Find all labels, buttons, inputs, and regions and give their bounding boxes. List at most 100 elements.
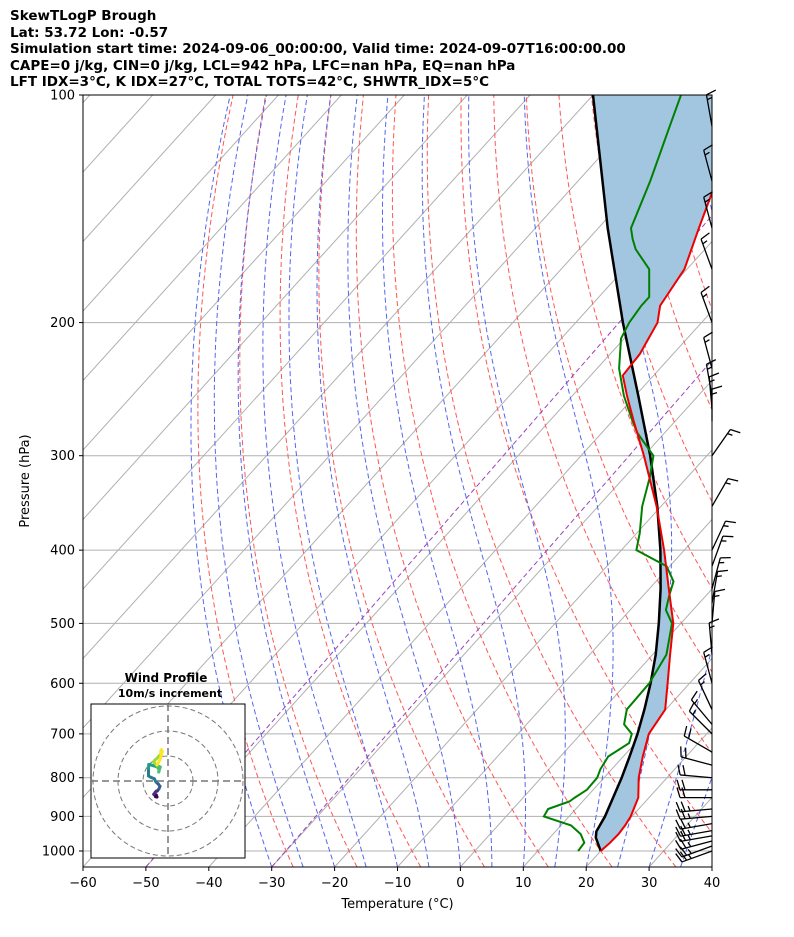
x-tick-label: −50 — [132, 876, 159, 891]
wind-barb — [690, 690, 713, 725]
x-tick-label: −40 — [195, 876, 222, 891]
y-tick-label: 1000 — [42, 844, 75, 859]
isotherm — [334, 449, 712, 867]
moist-adiabat — [468, 95, 566, 867]
isotherm — [83, 95, 594, 660]
dry-adiabat — [355, 95, 549, 867]
isotherm — [83, 95, 216, 243]
moist-adiabat — [213, 95, 304, 867]
isotherm — [208, 310, 712, 867]
dry-adiabat — [239, 95, 358, 867]
wind-barb — [711, 477, 739, 507]
dry-adiabat — [754, 95, 794, 867]
wind-barb — [711, 520, 736, 551]
indices-line-2: LFT IDX=3°C, K IDX=27°C, TOTAL TOTS=42°C… — [10, 74, 490, 90]
x-tick-label: 0 — [456, 876, 464, 891]
mixing-ratio-line — [271, 359, 712, 867]
wind-barb — [711, 556, 731, 589]
y-tick-label: 500 — [50, 617, 75, 632]
wind-barb — [711, 385, 723, 422]
moist-adiabat — [288, 95, 398, 867]
wind-barb — [703, 191, 713, 229]
moist-adiabat — [421, 95, 526, 867]
times: Simulation start time: 2024-09-06_00:00:… — [10, 41, 626, 57]
dry-adiabat — [279, 95, 422, 867]
isotherm — [83, 95, 531, 590]
y-tick-label: 600 — [50, 677, 75, 692]
isotherm — [397, 518, 712, 867]
dry-adiabat — [318, 95, 485, 867]
wind-barb — [711, 428, 741, 457]
wind-barb — [705, 89, 717, 127]
wind-barb — [675, 818, 713, 830]
hodograph-segment — [155, 757, 162, 767]
dry-adiabat — [722, 95, 794, 867]
wind-barb — [688, 701, 713, 735]
dewpoint-line — [542, 95, 682, 852]
isotherm — [83, 95, 405, 451]
dry-adiabat — [787, 95, 794, 867]
isotherm — [83, 95, 342, 382]
y-tick-label: 300 — [50, 449, 75, 464]
wind-barb — [680, 746, 713, 766]
wind-barb — [675, 845, 713, 858]
wind-barb — [683, 725, 713, 753]
isotherm — [83, 95, 91, 104]
isotherm — [271, 379, 712, 867]
x-tick-label: −30 — [258, 876, 285, 891]
x-tick-label: −60 — [69, 876, 96, 891]
y-tick-label: 900 — [50, 810, 75, 825]
wind-barb — [675, 808, 713, 820]
title: SkewTLogP Brough — [10, 8, 157, 24]
wind-barb — [697, 673, 713, 710]
isotherm — [585, 727, 712, 867]
moist-adiabat — [262, 95, 367, 867]
dry-adiabat — [426, 95, 677, 867]
wind-barb — [703, 331, 713, 369]
wind-barb — [675, 801, 713, 813]
x-tick-label: 30 — [641, 876, 658, 891]
wind-barb — [711, 588, 726, 624]
moist-adiabat — [190, 95, 273, 867]
temperature-line — [600, 189, 712, 852]
x-tick-label: 10 — [515, 876, 532, 891]
hodograph-title: Wind Profile — [125, 671, 208, 685]
x-tick-label: 40 — [704, 876, 721, 891]
x-tick-label: −20 — [321, 876, 348, 891]
x-axis-label: Temperature (°C) — [340, 897, 453, 912]
isotherm — [460, 588, 712, 867]
y-axis-label: Pressure (hPa) — [18, 434, 33, 527]
moist-adiabat — [316, 95, 430, 867]
wind-barb — [676, 779, 712, 791]
location: Lat: 53.72 Lon: -0.57 — [10, 24, 169, 41]
dry-adiabat — [391, 95, 613, 867]
moist-adiabat — [347, 95, 461, 867]
wind-barb — [711, 535, 734, 567]
x-tick-label: −10 — [384, 876, 411, 891]
dry-adiabat — [493, 95, 712, 754]
y-tick-label: 700 — [50, 727, 75, 742]
dry-adiabat — [525, 95, 712, 673]
wind-barb — [675, 830, 713, 843]
moist-adiabat — [382, 95, 493, 867]
wind-barb — [700, 232, 713, 270]
indices-line-1: CAPE=0 j/kg, CIN=0 j/kg, LCL=942 hPa, LF… — [10, 57, 516, 74]
dry-adiabat — [558, 95, 712, 590]
wind-barb — [700, 285, 713, 323]
y-tick-label: 400 — [50, 544, 75, 559]
isotherm — [145, 240, 712, 867]
y-tick-label: 200 — [50, 316, 75, 331]
y-tick-label: 800 — [50, 771, 75, 786]
wind-barb — [675, 825, 713, 837]
wind-barb — [676, 787, 712, 799]
header: SkewTLogP Brough Lat: 53.72 Lon: -0.57 S… — [10, 8, 626, 91]
mixing-ratio-line — [145, 214, 712, 867]
isotherm — [83, 95, 468, 521]
y-tick-label: 100 — [50, 89, 75, 104]
isotherm — [711, 866, 712, 867]
moist-adiabat — [523, 95, 614, 867]
moist-adiabat — [237, 95, 336, 867]
wind-barb — [708, 618, 720, 655]
moist-adiabat — [711, 865, 712, 867]
